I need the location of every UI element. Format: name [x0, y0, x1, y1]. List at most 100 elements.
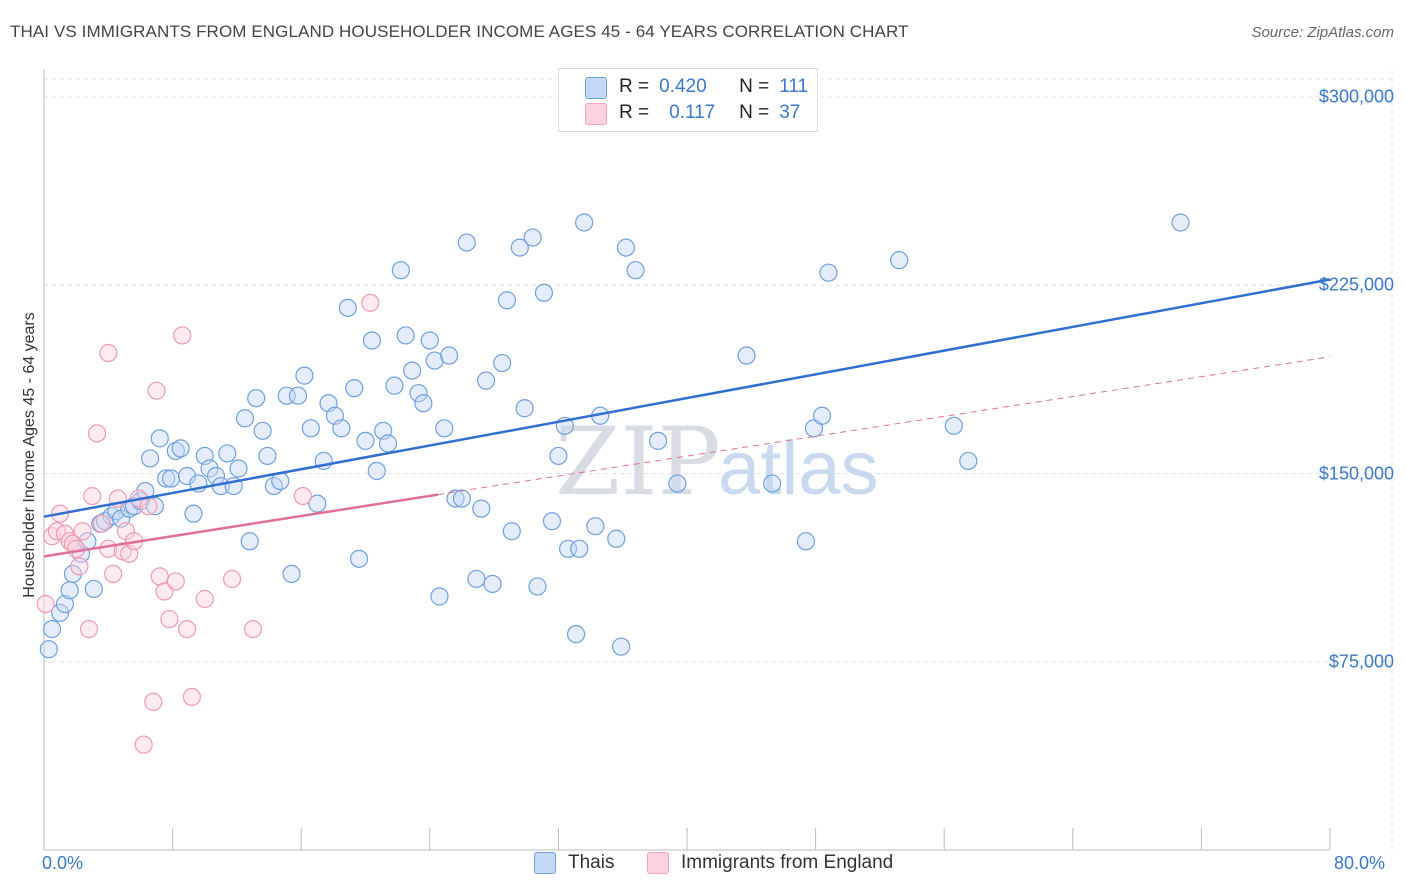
correlation-legend: R = 0.420 N = 111 R = 0.117 N = 37 — [558, 68, 818, 132]
source-label: Source: ZipAtlas.com — [1251, 24, 1394, 41]
x-tick-max: 80.0% — [1334, 853, 1386, 873]
thais-point — [240, 532, 259, 551]
england-point — [293, 486, 312, 506]
thais-point — [763, 474, 782, 493]
england-point — [60, 532, 79, 551]
thais-point — [446, 489, 465, 508]
thais-point — [345, 379, 364, 398]
thais-point — [150, 429, 169, 448]
watermark: ZIP atlas — [555, 408, 879, 517]
thais-point — [425, 351, 444, 370]
thais-point — [523, 228, 542, 247]
legend-n-label: N = — [739, 102, 770, 123]
england-trend-extension — [437, 356, 1331, 496]
thais-point — [218, 444, 237, 463]
thais-point — [796, 532, 816, 551]
thais-point — [668, 474, 687, 493]
england-point — [73, 522, 92, 541]
england-point — [36, 594, 55, 614]
thais-point — [430, 587, 449, 606]
thais-point — [542, 512, 562, 531]
legend-swatch-england — [585, 103, 607, 125]
thais-point — [452, 489, 472, 508]
thais-point — [288, 386, 308, 405]
legend-row-thais: R = 0.420 N = 111 — [619, 75, 808, 99]
legend-r-value: 0.117 — [669, 102, 716, 123]
england-point — [222, 569, 242, 589]
thais-point — [258, 446, 277, 466]
thais-point — [140, 449, 160, 468]
thais-point — [367, 461, 386, 481]
thais-point — [63, 564, 83, 584]
watermark-atlas: atlas — [718, 426, 879, 511]
thais-point — [467, 569, 486, 589]
england-point — [70, 557, 89, 576]
thais-point — [476, 371, 496, 390]
thais-point — [409, 384, 428, 403]
legend-n-label: N = — [739, 76, 770, 97]
thais-point — [229, 459, 248, 478]
thais-point — [385, 376, 404, 395]
england-point — [87, 424, 107, 443]
thais-point — [611, 637, 631, 656]
chart-title: THAI VS IMMIGRANTS FROM ENGLAND HOUSEHOL… — [10, 22, 909, 41]
legend-r-value: 0.420 — [659, 76, 707, 97]
thais-point — [812, 406, 832, 425]
thais-point — [396, 326, 415, 345]
england-swatch — [647, 852, 669, 874]
legend-r-label: R = — [619, 76, 650, 97]
thais-point — [145, 497, 165, 516]
thais-point — [549, 446, 568, 466]
thais-point — [356, 431, 375, 450]
thais-point — [534, 283, 554, 302]
thais-point — [616, 238, 636, 257]
thais-point — [332, 419, 351, 438]
series-legend: Thais Immigrants from England — [0, 852, 1406, 878]
england-point — [92, 514, 111, 533]
england-point — [79, 620, 99, 639]
legend-n-value: 37 — [779, 102, 801, 123]
axes — [43, 70, 1393, 851]
legend-r-label: R = — [619, 102, 650, 123]
thais-point — [439, 346, 459, 365]
thais-point — [648, 431, 668, 450]
thais-point — [1171, 213, 1190, 232]
england-point — [139, 497, 158, 516]
thais-point — [200, 459, 219, 478]
thais-point — [626, 261, 645, 280]
thais-point — [944, 416, 963, 435]
england-point — [243, 620, 263, 639]
thais-point — [60, 581, 79, 600]
thais-point — [235, 409, 255, 428]
england-point — [83, 486, 102, 506]
thais-point — [39, 640, 58, 659]
england-point — [173, 326, 192, 345]
legend-item-thais[interactable]: Thais — [534, 852, 614, 874]
thais-point — [890, 251, 909, 270]
thais-point — [472, 499, 491, 518]
england-point — [147, 381, 166, 400]
thais-point — [566, 625, 586, 644]
england-trend-line — [43, 493, 439, 558]
thais-point — [295, 366, 314, 385]
thais-trend-line — [43, 278, 1331, 518]
thais-point — [819, 263, 838, 282]
thais-swatch — [534, 852, 556, 874]
thais-label: Thais — [568, 852, 615, 873]
thais-point — [403, 361, 422, 380]
x-tick-min: 0.0% — [42, 853, 84, 873]
watermark-zip: ZIP — [555, 408, 721, 517]
legend-item-england[interactable]: Immigrants from England — [647, 852, 893, 874]
thais-point — [136, 481, 155, 501]
thais-point — [253, 421, 272, 440]
legend-n-value: 111 — [779, 76, 809, 97]
england-label: Immigrants from England — [681, 852, 894, 873]
thais-point — [247, 389, 266, 408]
legend-swatch-thais — [585, 77, 607, 99]
england-points — [36, 293, 380, 754]
thais-point — [301, 419, 320, 438]
thais-point — [457, 233, 476, 252]
y-tick-label: $75,000 — [1328, 651, 1394, 672]
thais-point — [502, 522, 521, 541]
y-tick-label: $225,000 — [1318, 274, 1394, 295]
